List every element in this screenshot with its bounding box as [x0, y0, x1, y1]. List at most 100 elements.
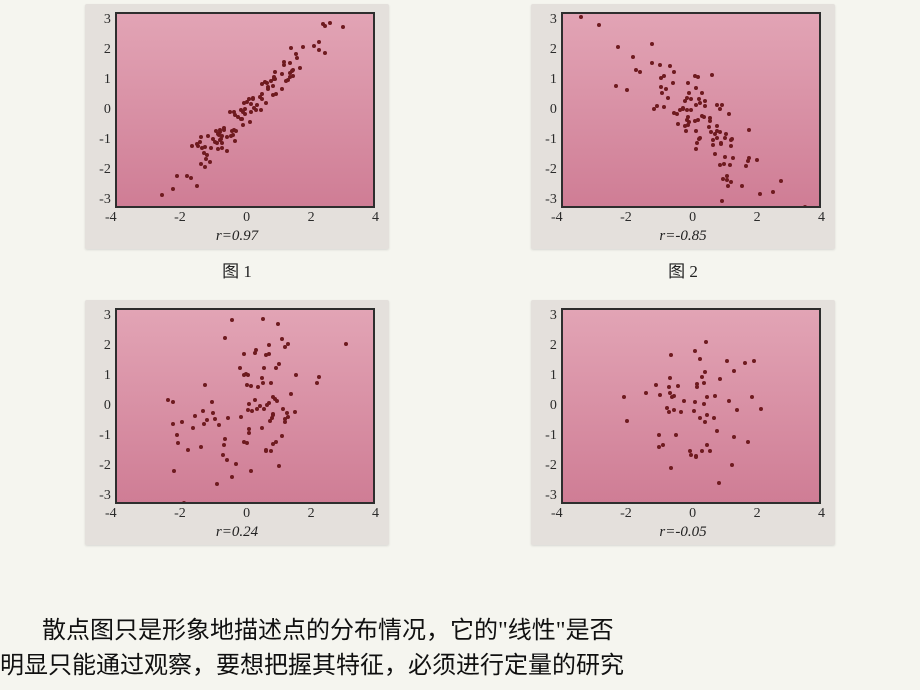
data-point: [247, 402, 251, 406]
data-point: [220, 134, 224, 138]
data-point: [249, 384, 253, 388]
data-point: [703, 104, 707, 108]
data-point: [289, 46, 293, 50]
data-point: [684, 129, 688, 133]
data-point: [251, 96, 255, 100]
data-point: [264, 101, 268, 105]
data-point: [676, 122, 680, 126]
data-point: [262, 407, 266, 411]
data-point: [695, 382, 699, 386]
y-tick-label: 1: [550, 368, 557, 384]
data-point: [658, 393, 662, 397]
data-point: [695, 141, 699, 145]
data-point: [242, 352, 246, 356]
data-point: [803, 205, 807, 208]
data-point: [700, 449, 704, 453]
data-point: [715, 103, 719, 107]
data-point: [661, 443, 665, 447]
data-point: [328, 21, 332, 25]
data-point: [672, 111, 676, 115]
data-point: [667, 410, 671, 414]
data-point: [289, 392, 293, 396]
data-point: [225, 135, 229, 139]
data-point: [707, 125, 711, 129]
y-tick-label: 2: [550, 338, 557, 354]
data-point: [265, 403, 269, 407]
data-point: [660, 91, 664, 95]
data-point: [269, 381, 273, 385]
data-point: [230, 475, 234, 479]
data-point: [315, 381, 319, 385]
data-point: [743, 361, 747, 365]
data-point: [662, 74, 666, 78]
data-point: [245, 383, 249, 387]
data-point: [703, 370, 707, 374]
data-point: [667, 385, 671, 389]
data-point: [708, 449, 712, 453]
data-point: [616, 45, 620, 49]
scatter-plot-area: [115, 12, 375, 208]
x-axis-ticks: -4-2024: [551, 504, 825, 522]
data-point: [746, 440, 750, 444]
data-point: [674, 433, 678, 437]
data-point: [693, 400, 697, 404]
data-point: [697, 137, 701, 141]
chart-frame: 3210-1-2-3 -4-2024 r=0.24: [85, 300, 389, 545]
plot-wrap: 3210-1-2-3 -4-2024 r=-0.85: [541, 12, 825, 245]
data-point: [215, 482, 219, 486]
data-point: [186, 448, 190, 452]
data-point: [268, 419, 272, 423]
data-point: [713, 152, 717, 156]
data-point: [727, 399, 731, 403]
data-point: [317, 375, 321, 379]
data-point: [295, 56, 299, 60]
data-point: [679, 410, 683, 414]
data-point: [700, 114, 704, 118]
data-point: [700, 375, 704, 379]
data-point: [759, 407, 763, 411]
data-point: [717, 481, 721, 485]
data-point: [195, 184, 199, 188]
x-tick-label: -4: [551, 506, 563, 522]
data-point: [208, 160, 212, 164]
x-tick-label: 2: [754, 506, 761, 522]
x-tick-label: -2: [174, 210, 186, 226]
data-point: [625, 419, 629, 423]
data-point: [771, 190, 775, 194]
data-point: [274, 92, 278, 96]
data-point: [650, 61, 654, 65]
data-point: [209, 146, 213, 150]
data-point: [232, 128, 236, 132]
data-point: [344, 342, 348, 346]
data-point: [622, 395, 626, 399]
data-point: [261, 317, 265, 321]
data-point: [220, 146, 224, 150]
y-tick-label: -3: [99, 192, 111, 208]
data-point: [281, 407, 285, 411]
data-point: [723, 155, 727, 159]
data-point: [721, 177, 725, 181]
data-point: [657, 445, 661, 449]
figure-label: 图 2: [668, 257, 698, 282]
data-point: [247, 427, 251, 431]
data-point: [750, 395, 754, 399]
data-point: [702, 381, 706, 385]
data-point: [713, 132, 717, 136]
data-point: [669, 353, 673, 357]
y-tick-label: 3: [104, 308, 111, 324]
data-point: [694, 147, 698, 151]
data-point: [190, 144, 194, 148]
data-point: [233, 139, 237, 143]
data-point: [720, 199, 724, 203]
x-axis-ticks: -4-2024: [105, 208, 379, 226]
y-tick-label: -3: [99, 488, 111, 504]
y-axis-ticks: 3210-1-2-3: [99, 308, 115, 504]
data-point: [703, 99, 707, 103]
data-point: [658, 63, 662, 67]
data-point: [234, 462, 238, 466]
data-point: [747, 128, 751, 132]
y-tick-label: 0: [550, 102, 557, 118]
data-point: [730, 463, 734, 467]
data-point: [211, 411, 215, 415]
data-point: [273, 77, 277, 81]
